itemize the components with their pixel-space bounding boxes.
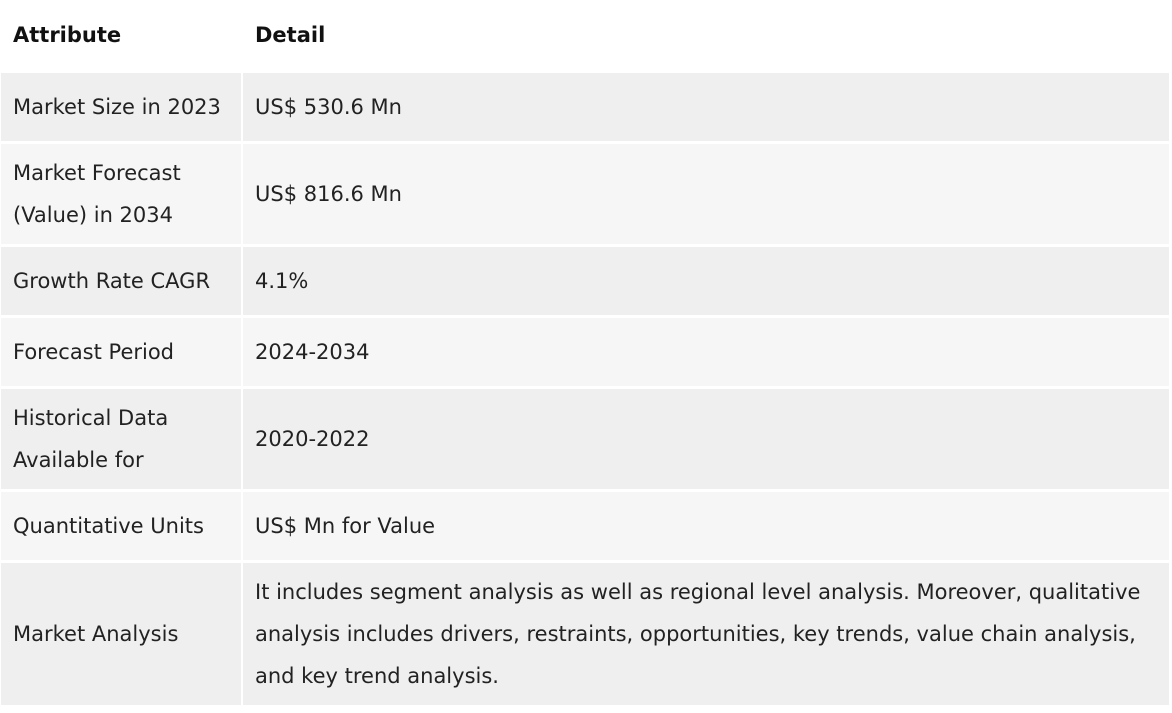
header-attribute: Attribute bbox=[1, 0, 241, 70]
detail-cell: 2024-2034 bbox=[243, 318, 1169, 386]
table-row: Quantitative Units US$ Mn for Value bbox=[1, 492, 1169, 560]
detail-cell: 2020-2022 bbox=[243, 389, 1169, 489]
detail-cell: US$ 530.6 Mn bbox=[243, 73, 1169, 141]
table-header-row: Attribute Detail bbox=[1, 0, 1169, 70]
table-row: Growth Rate CAGR 4.1% bbox=[1, 247, 1169, 315]
table-row: Forecast Period 2024-2034 bbox=[1, 318, 1169, 386]
attribute-cell: Quantitative Units bbox=[1, 492, 241, 560]
attribute-cell: Market Size in 2023 bbox=[1, 73, 241, 141]
detail-cell: It includes segment analysis as well as … bbox=[243, 563, 1169, 705]
attribute-cell: Growth Rate CAGR bbox=[1, 247, 241, 315]
detail-cell: US$ Mn for Value bbox=[243, 492, 1169, 560]
attribute-cell: Historical Data Available for bbox=[1, 389, 241, 489]
table-row: Historical Data Available for 2020-2022 bbox=[1, 389, 1169, 489]
header-detail: Detail bbox=[243, 0, 1169, 70]
attribute-cell: Market Forecast (Value) in 2034 bbox=[1, 144, 241, 244]
table-row: Market Size in 2023 US$ 530.6 Mn bbox=[1, 73, 1169, 141]
attribute-cell: Market Analysis bbox=[1, 563, 241, 705]
table-row: Market Analysis It includes segment anal… bbox=[1, 563, 1169, 705]
detail-cell: US$ 816.6 Mn bbox=[243, 144, 1169, 244]
attribute-cell: Forecast Period bbox=[1, 318, 241, 386]
table-row: Market Forecast (Value) in 2034 US$ 816.… bbox=[1, 144, 1169, 244]
detail-cell: 4.1% bbox=[243, 247, 1169, 315]
